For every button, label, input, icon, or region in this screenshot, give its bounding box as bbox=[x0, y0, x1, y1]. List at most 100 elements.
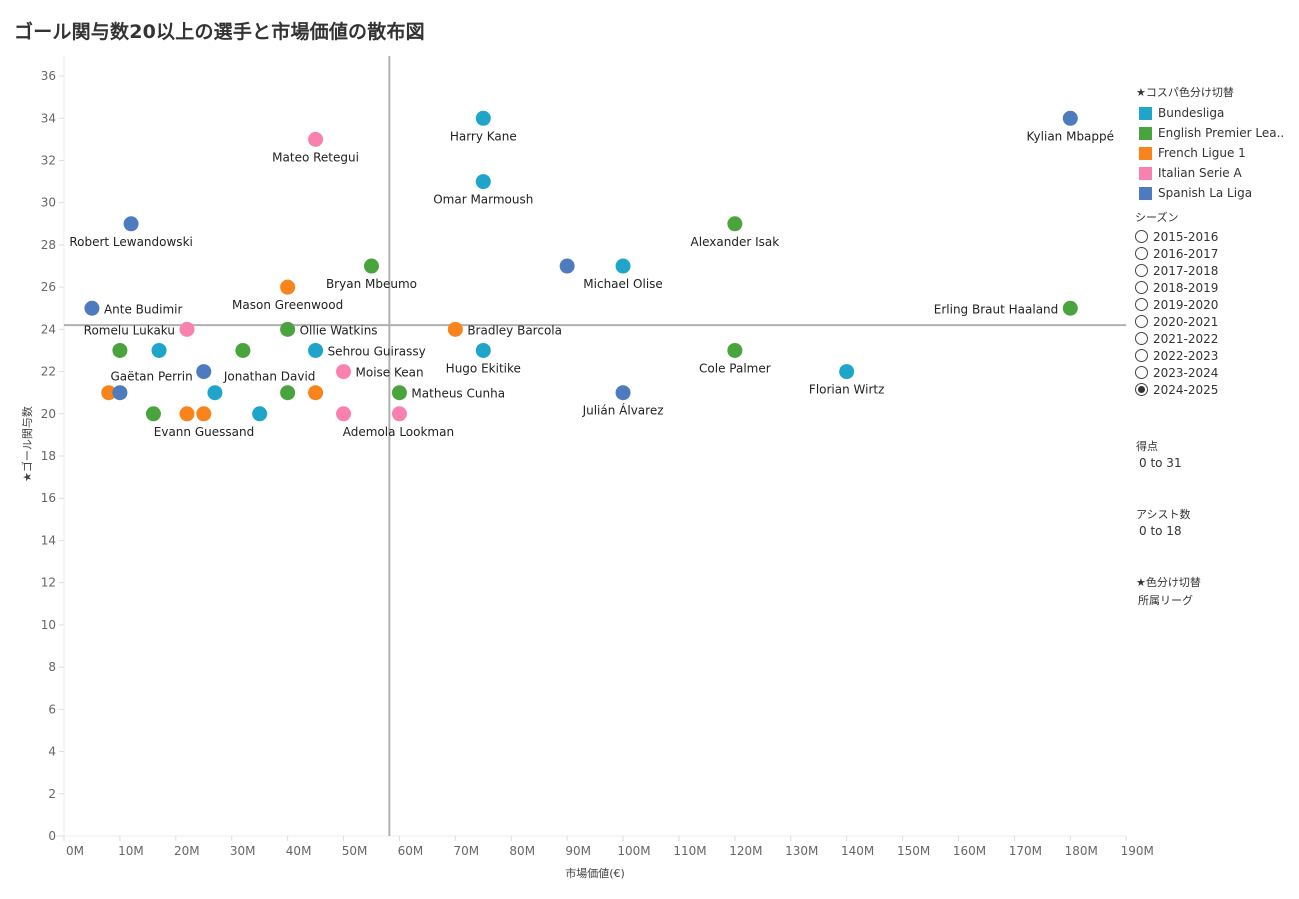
season-option[interactable]: 2022-2023 bbox=[1135, 347, 1218, 364]
season-option[interactable]: 2020-2021 bbox=[1135, 313, 1218, 330]
data-point[interactable] bbox=[475, 110, 491, 126]
data-point[interactable] bbox=[145, 406, 161, 422]
point-label: Julián Álvarez bbox=[582, 403, 664, 418]
x-tick-label: 40M bbox=[286, 844, 312, 858]
x-tick-label: 20M bbox=[174, 844, 200, 858]
point-label: Robert Lewandowski bbox=[69, 235, 193, 249]
radio-button[interactable] bbox=[1135, 230, 1148, 243]
x-tick-label: 90M bbox=[565, 844, 591, 858]
legend-swatch bbox=[1139, 146, 1152, 160]
data-point[interactable] bbox=[559, 258, 575, 274]
y-tick-label: 22 bbox=[41, 365, 56, 379]
radio-button[interactable] bbox=[1135, 264, 1148, 277]
season-option[interactable]: 2018-2019 bbox=[1135, 279, 1218, 296]
legend-label: Bundesliga bbox=[1158, 106, 1225, 120]
legend-item[interactable]: French Ligue 1 bbox=[1136, 143, 1284, 163]
season-option[interactable]: 2016-2017 bbox=[1135, 245, 1218, 262]
data-point[interactable] bbox=[123, 216, 139, 232]
radio-button[interactable] bbox=[1135, 383, 1148, 396]
data-point[interactable] bbox=[112, 342, 128, 358]
assists-filter-title: アシスト数 bbox=[1136, 508, 1191, 521]
data-point[interactable] bbox=[615, 385, 631, 401]
y-tick-label: 2 bbox=[48, 787, 56, 801]
point-label: Erling Braut Haaland bbox=[934, 302, 1059, 316]
radio-button[interactable] bbox=[1135, 366, 1148, 379]
season-option-label: 2020-2021 bbox=[1153, 314, 1219, 329]
radio-button[interactable] bbox=[1135, 298, 1148, 311]
data-point[interactable] bbox=[1062, 110, 1078, 126]
x-tick-label: 100M bbox=[617, 844, 650, 858]
season-option[interactable]: 2024-2025 bbox=[1135, 381, 1218, 398]
x-tick-label: 130M bbox=[785, 844, 818, 858]
data-points bbox=[84, 110, 1078, 422]
legend-swatch bbox=[1139, 106, 1152, 120]
data-point[interactable] bbox=[84, 300, 100, 316]
data-point[interactable] bbox=[235, 342, 251, 358]
data-point[interactable] bbox=[280, 321, 296, 337]
legend-label: English Premier Lea.. bbox=[1158, 126, 1285, 140]
legend-item[interactable]: English Premier Lea.. bbox=[1136, 123, 1284, 143]
season-option[interactable]: 2021-2022 bbox=[1135, 330, 1218, 347]
x-tick-label: 80M bbox=[509, 844, 535, 858]
data-point[interactable] bbox=[112, 385, 128, 401]
legend-label: Spanish La Liga bbox=[1158, 186, 1253, 200]
legend-item[interactable]: Bundesliga bbox=[1136, 103, 1284, 123]
season-option[interactable]: 2019-2020 bbox=[1135, 296, 1218, 313]
season-option[interactable]: 2017-2018 bbox=[1135, 262, 1218, 279]
x-tick-label: 150M bbox=[897, 844, 930, 858]
data-point[interactable] bbox=[252, 406, 268, 422]
point-label: Hugo Ekitike bbox=[446, 361, 521, 375]
data-point[interactable] bbox=[727, 342, 743, 358]
data-point[interactable] bbox=[475, 174, 491, 190]
data-point[interactable] bbox=[727, 216, 743, 232]
data-point[interactable] bbox=[447, 321, 463, 337]
data-point[interactable] bbox=[196, 364, 212, 380]
assists-filter[interactable]: アシスト数 0 to 18 bbox=[1136, 506, 1191, 538]
point-label: Ollie Watkins bbox=[300, 323, 378, 337]
data-point[interactable] bbox=[308, 385, 324, 401]
data-point[interactable] bbox=[839, 364, 855, 380]
goals-filter[interactable]: 得点 0 to 31 bbox=[1136, 438, 1182, 470]
data-point[interactable] bbox=[1062, 300, 1078, 316]
data-point[interactable] bbox=[363, 258, 379, 274]
data-point[interactable] bbox=[391, 385, 407, 401]
point-label: Jonathan David bbox=[223, 370, 316, 384]
data-point[interactable] bbox=[280, 279, 296, 295]
data-point[interactable] bbox=[101, 385, 117, 401]
x-tick-label: 30M bbox=[230, 844, 256, 858]
point-label: Alexander Isak bbox=[691, 235, 780, 249]
data-point[interactable] bbox=[336, 406, 352, 422]
legend-swatch bbox=[1139, 166, 1152, 180]
season-option[interactable]: 2015-2016 bbox=[1135, 228, 1218, 245]
data-point[interactable] bbox=[196, 406, 212, 422]
point-label: Bryan Mbeumo bbox=[326, 277, 417, 291]
y-tick-label: 18 bbox=[41, 449, 56, 463]
data-point[interactable] bbox=[336, 364, 352, 380]
data-point[interactable] bbox=[151, 342, 167, 358]
data-point[interactable] bbox=[179, 321, 195, 337]
data-point[interactable] bbox=[475, 342, 491, 358]
legend-item[interactable]: Italian Serie A bbox=[1136, 163, 1284, 183]
radio-button[interactable] bbox=[1135, 315, 1148, 328]
data-point[interactable] bbox=[179, 406, 195, 422]
reference-lines bbox=[64, 56, 1127, 836]
radio-button[interactable] bbox=[1135, 247, 1148, 260]
point-label: Gaëtan Perrin bbox=[110, 370, 192, 384]
data-point[interactable] bbox=[308, 342, 324, 358]
color-switch-parameter[interactable]: ★色分け切替 所属リーグ bbox=[1136, 574, 1201, 610]
radio-button[interactable] bbox=[1135, 332, 1148, 345]
data-point[interactable] bbox=[207, 385, 223, 401]
data-point[interactable] bbox=[280, 385, 296, 401]
legend-item[interactable]: Spanish La Liga bbox=[1136, 183, 1284, 203]
legend-title: ★コスパ色分け切替 bbox=[1136, 86, 1234, 99]
radio-button[interactable] bbox=[1135, 349, 1148, 362]
radio-button[interactable] bbox=[1135, 281, 1148, 294]
season-option[interactable]: 2023-2024 bbox=[1135, 364, 1218, 381]
y-tick-label: 12 bbox=[41, 576, 56, 590]
data-point[interactable] bbox=[308, 131, 324, 147]
y-tick-label: 16 bbox=[41, 491, 56, 505]
data-point[interactable] bbox=[391, 406, 407, 422]
x-tick-label: 10M bbox=[118, 844, 144, 858]
data-point[interactable] bbox=[615, 258, 631, 274]
